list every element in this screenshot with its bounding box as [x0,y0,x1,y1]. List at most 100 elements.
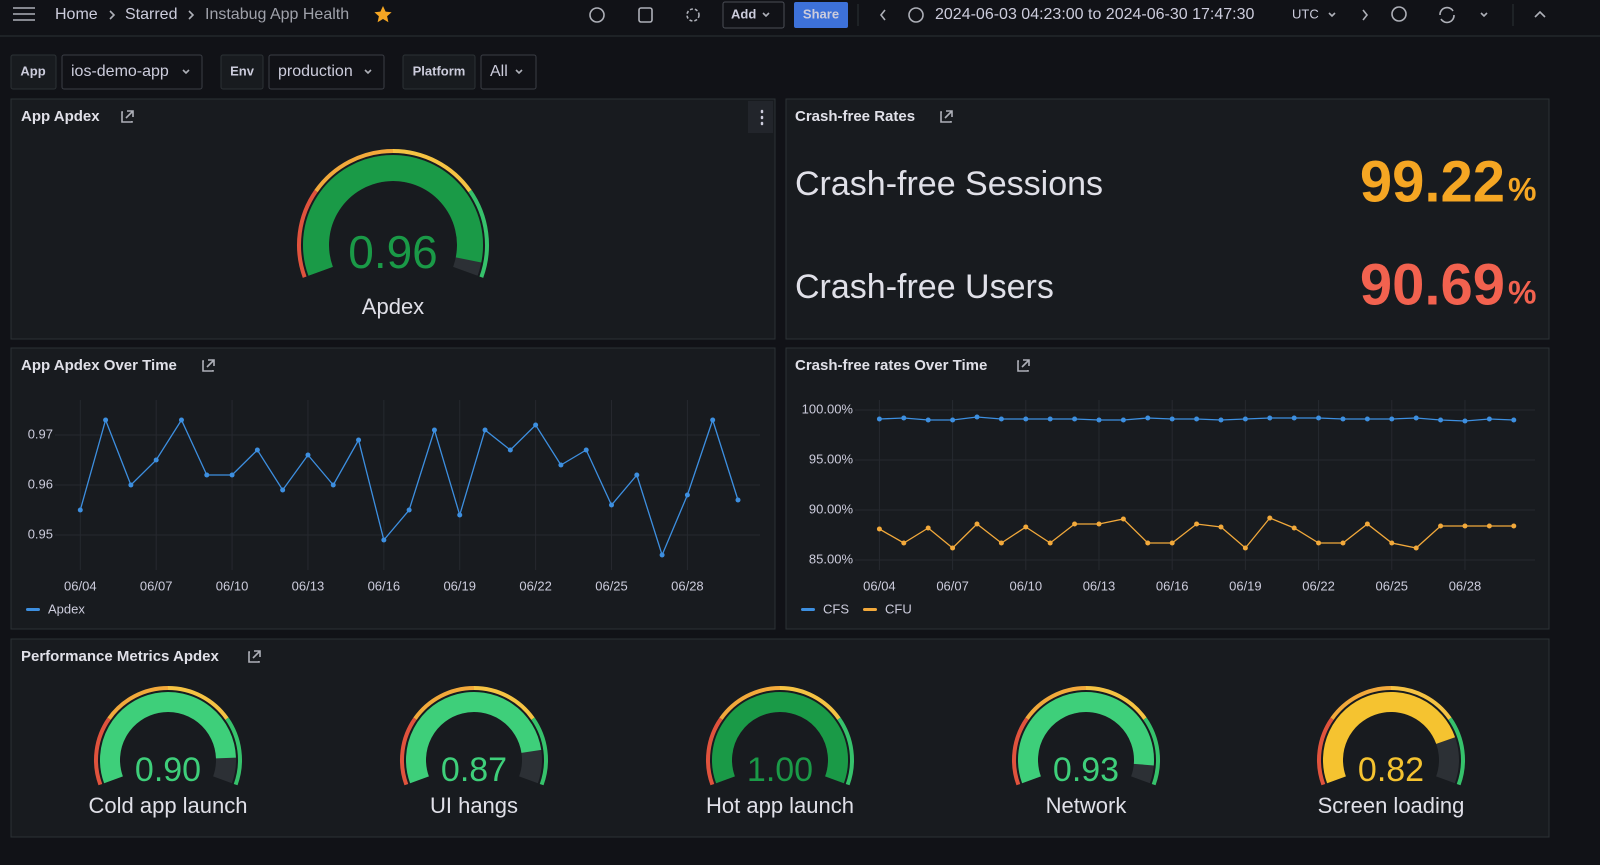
data-point [356,437,362,443]
gauge-threshold [1025,686,1087,720]
toolbar: Home Starred Instabug App Health Add Sha… [13,1,1546,29]
data-point [1023,416,1029,422]
gauge-label: Hot app launch [706,793,854,818]
star-icon[interactable] [374,6,392,23]
gauge-value [1018,692,1154,784]
x-tick-label: 06/10 [216,578,249,593]
data-point [609,502,615,508]
data-point [305,452,311,458]
data-point [1096,521,1102,527]
legend-label: CFU [885,601,912,616]
variable-select[interactable] [480,54,537,90]
add-label: Add [731,6,756,21]
data-point [457,512,463,518]
settings-icon[interactable] [686,8,700,22]
clock-icon [908,7,924,23]
breadcrumb[interactable]: Starred [125,6,177,23]
panel-title: Performance Metrics Apdex [21,648,220,665]
data-point [533,422,539,428]
collapse-icon[interactable] [1534,10,1546,18]
time-range[interactable]: 2024-06-03 04:23:00 to 2024-06-30 17:47:… [935,6,1254,23]
x-tick-label: 06/25 [595,578,628,593]
gauge-threshold [225,717,242,786]
gauge-value [406,692,542,784]
prev-icon[interactable] [879,9,886,21]
gauge-value [1322,691,1456,784]
variables: App ios-demo-app Env production Platform… [10,54,537,90]
chevron [364,69,372,75]
refresh-icon[interactable] [1439,6,1455,24]
x-tick-label: 06/22 [519,578,552,593]
gauge-value-label: 0.93 [1053,751,1119,789]
link-icon[interactable] [202,359,215,372]
data-point [1218,524,1224,530]
menu-icon[interactable] [13,7,35,21]
stat-label: Crash-free Users [795,268,1054,306]
link-icon[interactable] [1017,359,1030,372]
link-icon[interactable] [940,110,953,123]
data-point [1096,417,1102,423]
panel [785,347,1550,630]
legend-swatch [801,608,815,611]
info-icon[interactable] [589,7,605,23]
data-point [1389,416,1395,422]
variable-label: Env [230,63,255,78]
gauge-value [303,155,483,276]
gauge-threshold [1317,717,1334,786]
link-icon[interactable] [248,650,261,663]
breadcrumb[interactable]: Home [55,6,98,23]
data-point [1145,540,1151,546]
variable-value: production [278,63,353,80]
gauge-threshold [1012,717,1029,786]
data-point [1242,545,1248,551]
gauge-threshold [1448,717,1465,786]
gauge-threshold [297,189,318,278]
data-point [901,540,907,546]
panel [10,347,776,630]
data-point [1194,416,1200,422]
gauge-threshold [1143,717,1160,786]
add-button[interactable] [722,1,785,29]
x-tick-label: 06/16 [368,578,401,593]
legend-label: CFS [823,601,849,616]
data-point [381,537,387,543]
data-point [1486,523,1492,529]
gauge-label: Cold app launch [88,793,247,818]
data-point [1462,418,1468,424]
chevron[interactable] [1480,12,1488,18]
gauge-threshold [400,717,417,786]
save-icon[interactable] [638,7,653,23]
data-point [1169,416,1175,422]
x-tick-label: 06/19 [1229,578,1262,593]
data-point [1291,525,1297,531]
next-icon[interactable] [1362,9,1369,21]
variable-select[interactable] [61,54,203,90]
x-tick-label: 06/13 [1083,578,1116,593]
zoom-out-icon[interactable] [1391,6,1407,22]
data-point [901,415,907,421]
x-tick-label: 06/25 [1376,578,1409,593]
gauge-value-label: 0.96 [348,226,438,278]
gauge-value-label: 0.90 [135,751,201,789]
gauge-value [712,692,848,784]
data-point [925,417,931,423]
gauge-threshold [107,686,169,720]
x-tick-label: 06/16 [1156,578,1189,593]
data-point [1511,523,1517,529]
panel-menu[interactable] [748,101,773,133]
variable-label-box [220,54,264,90]
timezone[interactable]: UTC [1292,6,1319,21]
gauge-value-label: 1.00 [747,751,813,789]
data-point [204,472,210,478]
data-point [1438,523,1444,529]
share-button[interactable] [794,2,848,28]
gauge-threshold [531,717,548,786]
data-point [1389,540,1395,546]
data-point [710,417,716,423]
data-point [1511,417,1517,423]
gauge-threshold [719,686,781,720]
variable-select[interactable] [268,54,385,90]
link-icon[interactable] [121,110,134,123]
data-point [229,472,235,478]
